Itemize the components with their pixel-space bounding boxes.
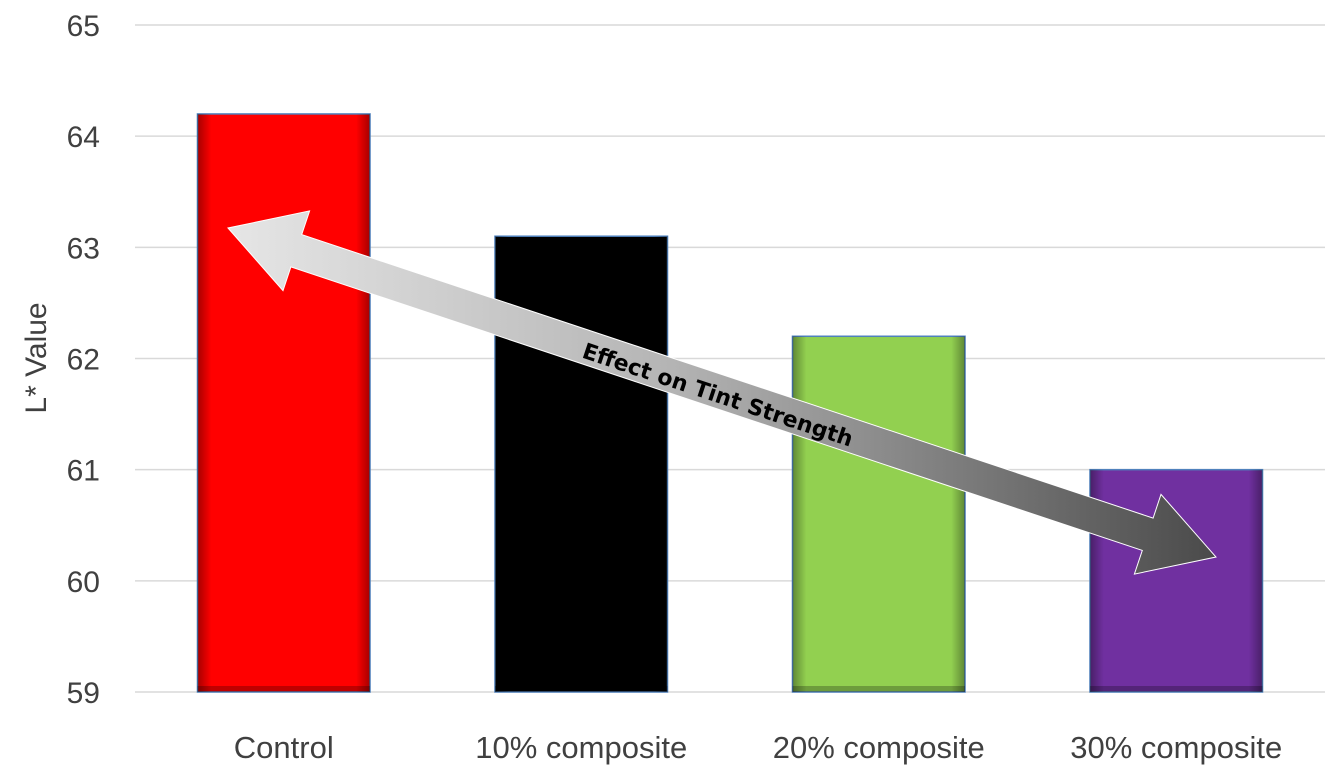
bar-bevel xyxy=(792,336,966,692)
bars xyxy=(196,113,1264,693)
y-axis-ticks: 59 60 61 62 63 64 65 xyxy=(67,10,100,710)
y-tick-label: 62 xyxy=(67,344,100,377)
y-tick-label: 64 xyxy=(67,121,100,154)
y-tick-label: 63 xyxy=(67,232,100,265)
bar-bevel xyxy=(197,113,371,692)
x-category-label: Control xyxy=(234,730,334,765)
bar-bevel-bottom xyxy=(1089,686,1263,692)
y-tick-label: 65 xyxy=(67,10,100,43)
bar-bevel-bottom xyxy=(197,686,371,692)
x-category-label: 20% composite xyxy=(773,730,985,765)
x-category-label: 10% composite xyxy=(475,730,687,765)
x-axis-categories: Control 10% composite 20% composite 30% com… xyxy=(234,730,1282,765)
y-tick-label: 60 xyxy=(67,566,100,599)
y-tick-label: 61 xyxy=(67,455,100,488)
bar-bevel-bottom xyxy=(494,686,668,692)
y-axis-label: L* Value xyxy=(20,302,53,413)
bar-bevel xyxy=(494,236,668,692)
tint-strength-arrow: Effect on Tint Strength xyxy=(227,210,1217,575)
x-category-label: 30% composite xyxy=(1070,730,1282,765)
double-arrow-shape xyxy=(227,210,1217,575)
bar-bevel xyxy=(1089,469,1263,692)
y-tick-label: 59 xyxy=(67,677,100,710)
bar-bevel-bottom xyxy=(792,686,966,692)
